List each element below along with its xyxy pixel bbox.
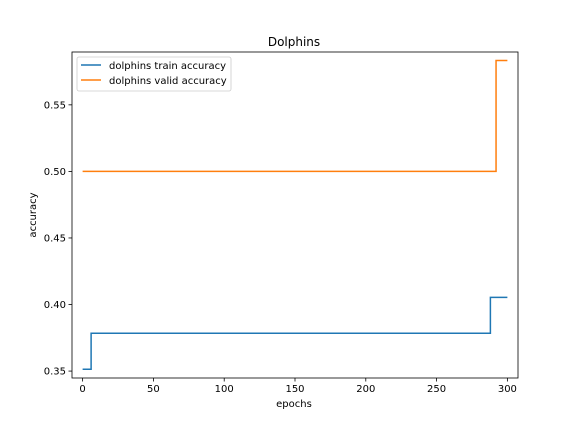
plot-area: 0 50 100 150 200 250 300 0.35 0.40 0.45 0.50 0.55 (44, 51, 519, 395)
legend-valid-label: dolphins valid accuracy (109, 76, 227, 87)
x-tick-label: 250 (427, 384, 446, 395)
legend-train-label: dolphins train accuracy (109, 61, 226, 72)
plot-frame (71, 51, 519, 379)
y-tick-label: 0.40 (44, 300, 66, 311)
legend: dolphins train accuracy dolphins valid a… (76, 56, 232, 92)
x-tick-label: 200 (356, 384, 375, 395)
series-layer (82, 59, 508, 370)
series-line-valid-accuracy (82, 59, 508, 173)
y-axis-ticks: 0.35 0.40 0.45 0.50 0.55 (44, 100, 72, 378)
chart-title: Dolphins (268, 35, 320, 49)
x-tick-label: 300 (498, 384, 517, 395)
y-axis-label: accuracy (28, 192, 39, 237)
y-tick-label: 0.55 (44, 100, 66, 111)
x-tick-label: 100 (215, 384, 234, 395)
x-tick-label: 150 (285, 384, 304, 395)
series-line-train-accuracy (82, 296, 508, 370)
x-tick-label: 0 (79, 384, 85, 395)
y-tick-label: 0.50 (44, 167, 66, 178)
x-tick-label: 50 (147, 384, 160, 395)
x-axis-label: epochs (276, 399, 312, 410)
y-tick-label: 0.35 (44, 367, 66, 378)
y-tick-label: 0.45 (44, 233, 66, 244)
x-axis-ticks: 0 50 100 150 200 250 300 (79, 378, 517, 395)
legend-box (76, 56, 232, 92)
